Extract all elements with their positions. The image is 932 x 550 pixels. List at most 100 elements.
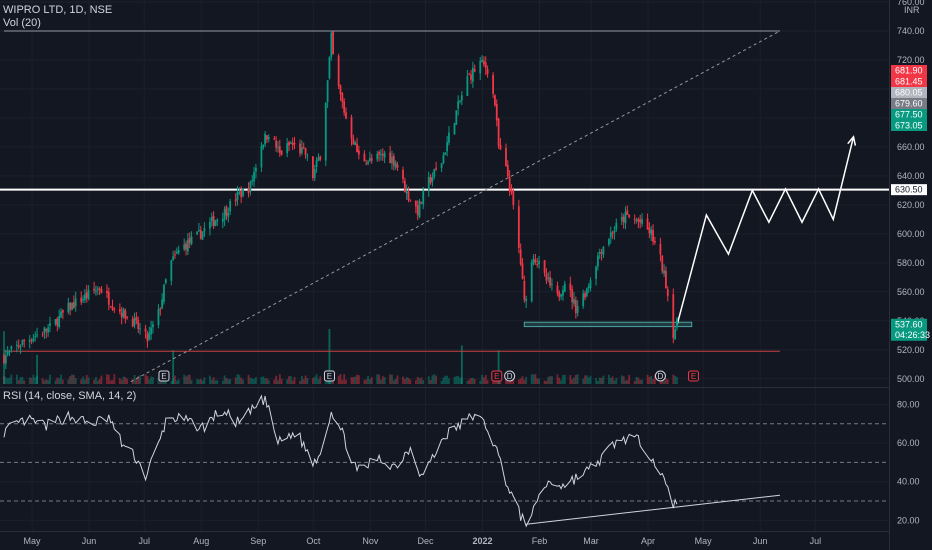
volume-bar <box>150 376 152 384</box>
volume-bar <box>93 379 95 384</box>
time-tick-label: 2022 <box>473 536 493 546</box>
volume-bar <box>109 380 112 384</box>
volume-bar <box>665 378 667 384</box>
volume-bar <box>598 377 601 384</box>
volume-bar <box>563 374 566 384</box>
volume-bar <box>185 376 187 384</box>
time-tick-label: Feb <box>532 536 548 546</box>
volume-bar <box>628 374 631 384</box>
candle-body <box>337 55 340 87</box>
price-label: 677.50 <box>895 110 923 120</box>
candle-body <box>30 340 33 342</box>
price-tick-label: 640.00 <box>897 171 925 181</box>
candle-body <box>273 138 276 140</box>
candle-body <box>225 206 228 216</box>
volume-bar <box>43 380 46 384</box>
volume-bar <box>291 380 294 384</box>
candle-body <box>551 283 553 285</box>
candle-body <box>163 284 165 302</box>
candle-body <box>654 241 656 243</box>
volume-spike <box>328 329 331 384</box>
volume-bar <box>383 377 386 384</box>
volume-bar <box>236 374 239 384</box>
volume-legend[interactable]: Vol (20) <box>3 17 41 29</box>
candle-body <box>626 210 629 215</box>
candle-body <box>343 101 346 113</box>
volume-bar <box>427 376 430 384</box>
candle-body <box>448 132 450 143</box>
price-tick-label: 580.00 <box>897 258 925 268</box>
candle-body <box>289 143 292 145</box>
candle-body <box>394 162 397 168</box>
candle-body <box>277 147 279 149</box>
candle-body <box>251 180 254 182</box>
volume-bar <box>84 379 86 384</box>
candle-body <box>131 318 134 327</box>
volume-bar <box>15 374 18 384</box>
volume-bar <box>133 375 136 384</box>
candle-body <box>409 200 412 202</box>
volume-spike <box>497 350 500 384</box>
rsi-legend[interactable]: RSI (14, close, SMA, 14, 2) <box>3 390 136 402</box>
volume-bar <box>234 377 237 384</box>
volume-bar <box>58 378 61 384</box>
candle-body <box>345 112 347 119</box>
candle-body <box>60 311 62 318</box>
time-axis[interactable]: May Jun Jul Aug Sep Oct Nov Dec 2022 Feb Mar Apr May… <box>24 536 822 546</box>
candle-body <box>209 221 211 229</box>
candle-body <box>157 309 160 326</box>
candle-body <box>330 32 333 57</box>
candle-body <box>216 219 219 222</box>
candle-body <box>85 292 88 299</box>
volume-spike <box>36 354 38 384</box>
volume-bar <box>275 375 278 384</box>
price-tick-label: 660.00 <box>897 142 925 152</box>
volume-bar <box>212 377 215 384</box>
candle-body <box>633 218 636 220</box>
candle-body <box>186 239 189 252</box>
candle-body <box>183 244 186 250</box>
candle-body <box>354 142 357 145</box>
candle-body <box>21 339 24 345</box>
candle-body <box>676 318 678 328</box>
volume-bar <box>376 374 379 384</box>
candle-body <box>196 231 198 235</box>
price-label: 630.50 <box>895 185 923 195</box>
candle-body <box>405 191 408 194</box>
candle-body <box>58 315 61 328</box>
volume-bar <box>569 375 572 384</box>
volume-bar <box>304 375 307 384</box>
volume-bar <box>210 379 213 384</box>
time-tick-label: Oct <box>306 536 321 546</box>
volume-bar <box>650 376 653 384</box>
candle-body <box>356 143 358 153</box>
volume-bar <box>558 377 561 384</box>
candle-body <box>506 164 509 177</box>
volume-bar <box>626 380 629 384</box>
volume-bar <box>267 380 270 384</box>
volume-bar <box>602 375 605 384</box>
dividend-marker <box>504 370 516 382</box>
candle-body <box>422 190 425 205</box>
candle-body <box>302 147 305 149</box>
candle-body <box>341 93 344 103</box>
volume-bar <box>126 378 129 384</box>
candle-body <box>223 209 226 220</box>
volume-bar <box>530 374 533 384</box>
volume-bar <box>402 376 404 384</box>
volume-bar <box>223 375 226 384</box>
time-tick-label: Nov <box>362 536 379 546</box>
symbol-legend[interactable]: WIPRO LTD, 1D, NSE <box>3 4 112 16</box>
drawings[interactable] <box>0 30 889 383</box>
candle-body <box>433 168 436 177</box>
price-label: 537.60 <box>895 319 923 329</box>
volume-bar <box>394 378 397 384</box>
volume-bar <box>422 380 425 384</box>
volume-bar <box>196 379 198 384</box>
candle-body <box>510 189 513 193</box>
price-label-bg <box>891 109 927 120</box>
candle-body <box>512 191 515 205</box>
candle-body <box>3 355 5 363</box>
